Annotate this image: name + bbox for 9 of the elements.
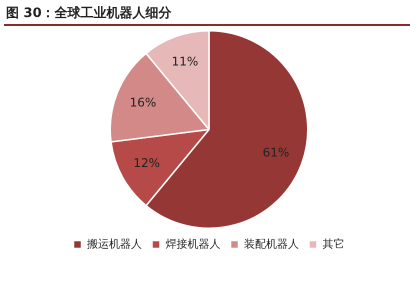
legend-label: 其它 <box>322 237 344 250</box>
data-label: 12% <box>133 156 160 170</box>
legend-label: 搬运机器人 <box>87 237 142 250</box>
legend-label: 焊接机器人 <box>166 237 220 250</box>
data-label: 11% <box>172 54 198 69</box>
legend-label: 装配机器人 <box>244 237 299 250</box>
data-label: 61% <box>262 146 290 160</box>
chart-title: 图 30：全球工业机器人细分 <box>6 5 172 22</box>
data-label: 16% <box>130 95 156 110</box>
